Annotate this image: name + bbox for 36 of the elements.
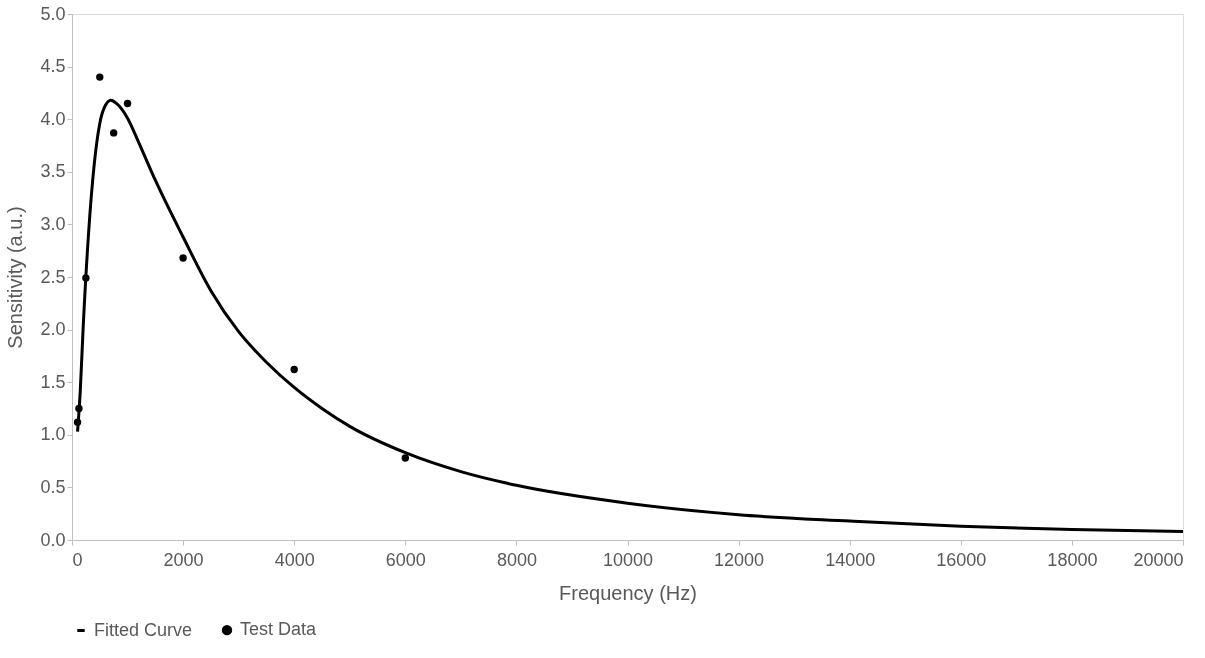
y-tick-label: 1.5	[40, 371, 66, 392]
legend-label: Test Data	[240, 619, 318, 640]
y-tick-label: 5.0	[40, 3, 66, 24]
point	[73, 418, 82, 426]
x-tick-label: 18000	[1047, 549, 1098, 570]
point	[290, 365, 298, 374]
y-tick-label: 4.5	[40, 56, 66, 77]
x-tick-label: 12000	[714, 549, 765, 570]
x-tick-label: 8000	[496, 549, 537, 570]
x-axis-title: Frequency (Hz)	[559, 581, 697, 604]
line-series	[76, 98, 1185, 534]
y-axis-title: Sensitivity (a.u.)	[4, 206, 27, 349]
y-tick-label: 0.0	[40, 529, 66, 550]
x-tick-label: 14000	[825, 549, 876, 570]
point	[401, 454, 410, 462]
x-tick-label: 0	[72, 549, 83, 570]
point	[123, 99, 132, 108]
y-tick-label: 1.0	[40, 424, 66, 445]
y-tick-label: 2.5	[40, 266, 66, 287]
legend-label: Fitted Curve	[94, 619, 193, 640]
y-tick-label: 3.5	[40, 161, 66, 182]
x-tick-label: 16000	[936, 549, 987, 570]
x-tick-label: 10000	[602, 549, 654, 570]
point	[179, 254, 187, 262]
y-tick-label: 2.0	[40, 319, 66, 340]
point	[109, 129, 118, 137]
x-tick-label: 20000	[1133, 549, 1184, 570]
point	[82, 274, 90, 282]
x-tick-label: 6000	[385, 549, 426, 570]
point	[96, 73, 104, 81]
x-tick-label: 2000	[163, 549, 204, 570]
y-tick-label: 4.0	[40, 108, 66, 129]
x-tick-label: 4000	[274, 549, 315, 570]
y-tick-label: 3.0	[40, 213, 66, 234]
point	[75, 404, 83, 413]
y-tick-label: 0.5	[40, 476, 66, 497]
